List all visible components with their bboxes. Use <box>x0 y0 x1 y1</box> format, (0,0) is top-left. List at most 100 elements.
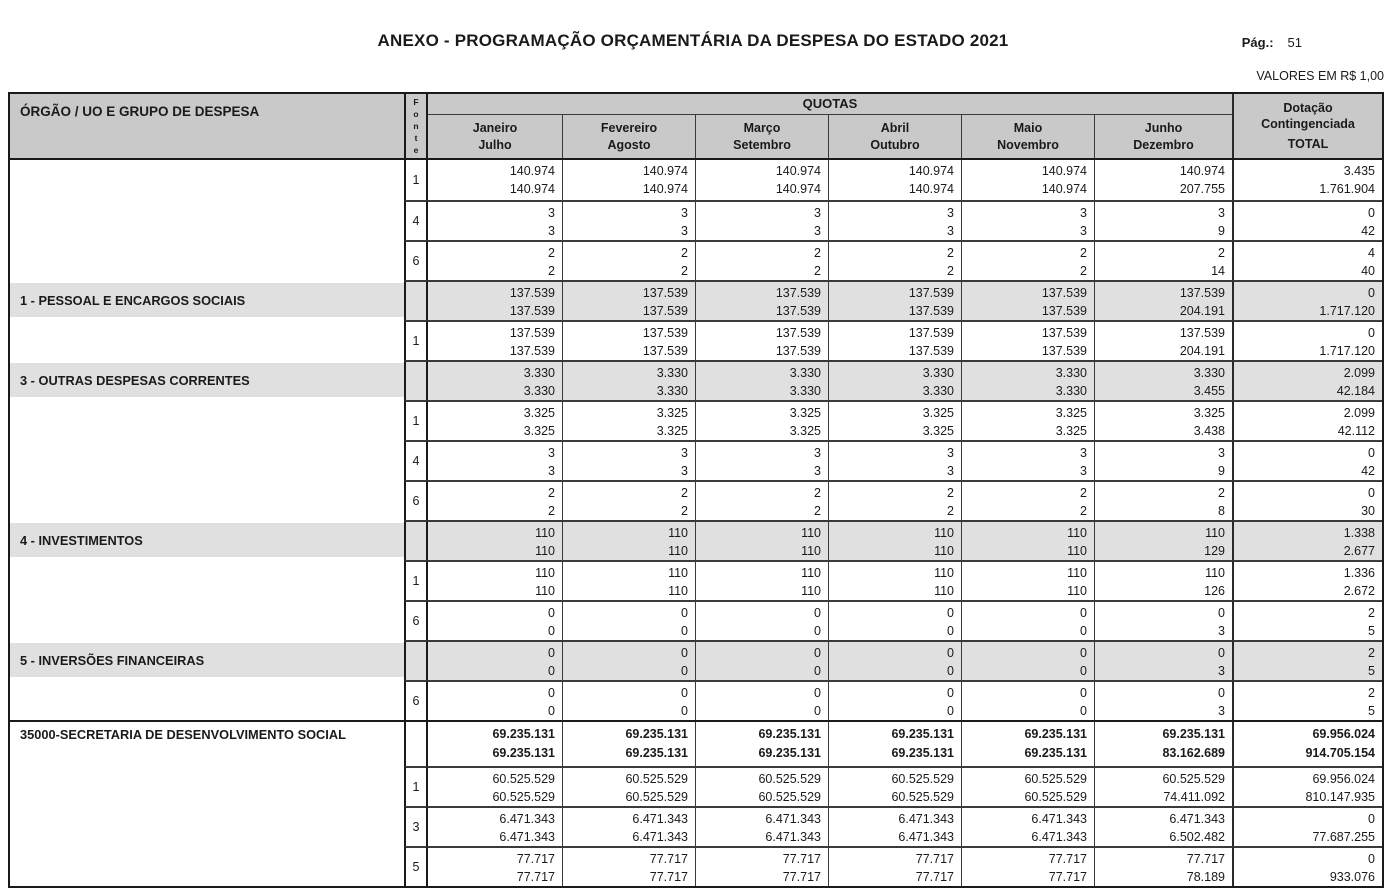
quota-cell: 3.330 3.330 <box>562 360 695 400</box>
quota-cell: 2 8 <box>1094 480 1232 520</box>
row-label <box>10 563 404 597</box>
quota-cell: 3.325 3.325 <box>562 400 695 440</box>
fonte-cell <box>404 640 428 680</box>
quota-cell: 3.325 3.325 <box>428 400 562 440</box>
total-cell: 0 42 <box>1232 200 1382 240</box>
quota-cell: 60.525.529 60.525.529 <box>562 766 695 806</box>
table-row: 5 77.717 77.717 77.717 77.717 77.717 77.717… <box>10 846 1382 886</box>
fonte-cell: 6 <box>404 600 428 640</box>
quota-cell: 140.974 140.974 <box>509 164 555 196</box>
quota-cell: 3 3 <box>562 200 695 240</box>
quota-cell: 6.471.343 6.502.482 <box>1094 806 1232 846</box>
quota-cell: 3 3 <box>828 440 961 480</box>
row-label-cell <box>10 680 404 720</box>
header-months-row: Janeiro Julho Fevereiro Agosto Março Setem… <box>428 115 1232 158</box>
fonte-cell: 4 <box>404 200 428 240</box>
page-title: ANEXO - PROGRAMAÇÃO ORÇAMENTÁRIA DA DESP… <box>377 31 1009 50</box>
row-label-cell: 5 - INVERSÕES FINANCEIRAS <box>10 640 404 680</box>
quota-cell: 140.974 140.974 <box>961 160 1094 200</box>
fonte-cell: 6 <box>404 480 428 520</box>
quota-cell: 0 0 <box>562 600 695 640</box>
table-row: 1 - PESSOAL E ENCARGOS SOCIAIS 137.539 13… <box>10 280 1382 320</box>
quota-cell: 3.330 3.330 <box>828 360 961 400</box>
total-cell: 1.336 2.672 <box>1232 560 1382 600</box>
quota-cell: 110 110 <box>562 560 695 600</box>
quota-cell: 140.974 207.755 <box>1094 160 1232 200</box>
quota-cell: 137.539 137.539 <box>428 280 562 320</box>
row-label: 5 - INVERSÕES FINANCEIRAS <box>10 643 404 677</box>
page-number-label: Pág.: 51 <box>1242 35 1302 50</box>
quota-cell: 77.717 77.717 <box>695 846 828 886</box>
quota-cell: 3 3 <box>961 440 1094 480</box>
fonte-cell <box>404 722 428 766</box>
total-cell: 0 30 <box>1232 480 1382 520</box>
row-label <box>10 483 404 517</box>
header-quotas-group: QUOTAS Janeiro Julho Fevereiro Agosto Març… <box>428 94 1232 158</box>
quota-cell: 6.471.343 6.471.343 <box>828 806 961 846</box>
quota-cell: 3 3 <box>695 200 828 240</box>
fonte-cell: 1 <box>404 766 428 806</box>
header-dotacao-line1: Dotação <box>1283 101 1333 115</box>
table-row: 1 140.974 140.974 140.974 140.974 140.974 1… <box>10 160 1382 200</box>
quota-cell: 110 110 <box>428 560 562 600</box>
row-label-cell <box>10 480 404 520</box>
quota-cell: 77.717 78.189 <box>1094 846 1232 886</box>
total-cell: 1.338 2.677 <box>1232 520 1382 560</box>
row-label <box>10 809 404 843</box>
row-label <box>10 769 404 803</box>
quota-cell: 6.471.343 6.471.343 <box>562 806 695 846</box>
quota-cell: 110 126 <box>1094 560 1232 600</box>
quota-cell: 2 2 <box>695 480 828 520</box>
total-cell: 0 77.687.255 <box>1232 806 1382 846</box>
quota-cell: 60.525.529 60.525.529 <box>828 766 961 806</box>
row-label: 4 - INVESTIMENTOS <box>10 523 404 557</box>
quota-cell: 0 0 <box>562 680 695 720</box>
quota-cell: 0 0 <box>695 640 828 680</box>
row-label-cell <box>10 766 404 806</box>
quota-cell: 3 3 <box>428 200 562 240</box>
header-month-cell: Junho Dezembro <box>1094 115 1232 158</box>
row-label-cell <box>10 160 404 200</box>
row-label-cell <box>10 560 404 600</box>
quota-cell: 60.525.529 60.525.529 <box>428 766 562 806</box>
row-label-cell <box>10 240 404 280</box>
quota-cell: 110 110 <box>828 520 961 560</box>
quota-cell: 137.539 137.539 <box>695 320 828 360</box>
quota-cell: 3.325 3.325 <box>695 400 828 440</box>
quota-cell: 0 0 <box>562 640 695 680</box>
table-section-secretaria: 35000-SECRETARIA DE DESENVOLVIMENTO SOCI… <box>10 720 1382 886</box>
quota-cell: 60.525.529 60.525.529 <box>695 766 828 806</box>
header-month-cell: Janeiro Julho <box>472 120 518 152</box>
table-row: 1 110 110 110 110 110 110 110 110 110 110 110 … <box>10 560 1382 600</box>
total-cell: 0 933.076 <box>1232 846 1382 886</box>
total-cell: 2.099 42.184 <box>1232 360 1382 400</box>
fonte-cell: 3 <box>404 806 428 846</box>
quota-cell: 137.539 137.539 <box>695 280 828 320</box>
quota-cell: 3.325 3.438 <box>1094 400 1232 440</box>
quota-cell: 0 0 <box>428 600 562 640</box>
quota-cell: 0 3 <box>1094 600 1232 640</box>
total-cell: 2 5 <box>1232 680 1382 720</box>
quota-cell: 110 110 <box>961 520 1094 560</box>
page-number-caption: Pág.: <box>1241 35 1274 50</box>
quota-cell: 2 2 <box>428 240 562 280</box>
row-label-cell <box>10 846 404 886</box>
row-label-cell: 1 - PESSOAL E ENCARGOS SOCIAIS <box>10 280 404 320</box>
quota-cell: 137.539 137.539 <box>961 280 1094 320</box>
quota-cell: 110 110 <box>695 560 828 600</box>
table-section-detail: 1 140.974 140.974 140.974 140.974 140.974 1… <box>10 160 1382 720</box>
quota-cell: 0 0 <box>828 640 961 680</box>
quota-cell: 3.325 3.325 <box>961 400 1094 440</box>
total-cell: 0 42 <box>1232 440 1382 480</box>
quota-cell: 0 0 <box>961 600 1094 640</box>
quota-cell: 0 0 <box>828 680 961 720</box>
quota-cell: 3.325 3.325 <box>828 400 961 440</box>
quota-cell: 3.330 3.330 <box>695 360 828 400</box>
quota-cell: 77.717 77.717 <box>562 846 695 886</box>
row-label-cell <box>10 400 404 440</box>
quota-cell: 69.235.131 69.235.131 <box>961 722 1094 766</box>
fonte-cell: 1 <box>404 560 428 600</box>
